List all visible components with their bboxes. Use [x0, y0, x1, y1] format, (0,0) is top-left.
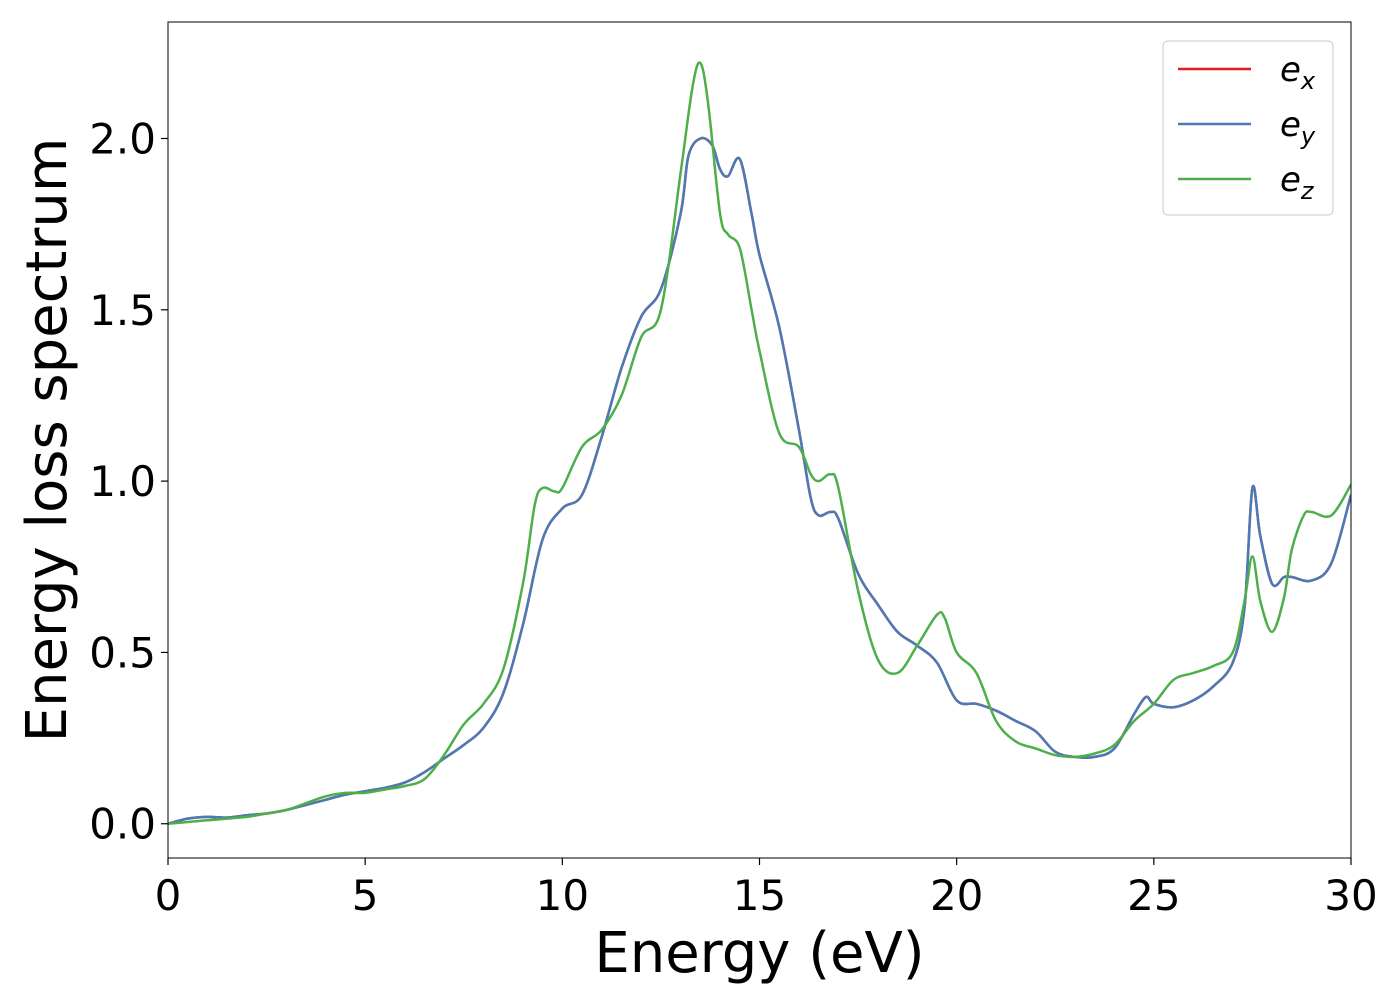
series-layer [168, 61, 1351, 825]
legend-label-e_z: ez [1280, 160, 1315, 205]
legend-box [1162, 40, 1334, 216]
y-axis: 0.0 0.5 1.0 1.5 2.0 [89, 114, 168, 849]
x-tick-label: 10 [536, 871, 589, 920]
x-tick-label: 5 [352, 871, 379, 920]
series-line-e_y [168, 136, 1351, 825]
y-tick-label: 1.5 [89, 286, 156, 335]
y-tick-label: 0.0 [89, 800, 156, 849]
x-tick-label: 20 [930, 871, 983, 920]
x-tick-label: 15 [733, 871, 786, 920]
x-axis: 0 5 10 15 20 25 30 [155, 858, 1378, 920]
series-line-e_x [168, 136, 1351, 825]
legend-label-e_x: ex [1280, 50, 1316, 95]
x-tick-label: 30 [1324, 871, 1377, 920]
y-tick-label: 1.0 [89, 457, 156, 506]
series-line-e_z [168, 61, 1351, 825]
x-axis-label: Energy (eV) [594, 921, 924, 986]
y-axis-label: Energy loss spectrum [15, 138, 80, 743]
y-tick-label: 0.5 [89, 628, 156, 677]
legend: ex ey ez [1162, 40, 1334, 216]
legend-label-e_y: ey [1280, 105, 1316, 150]
x-tick-label: 25 [1127, 871, 1180, 920]
x-tick-label: 0 [155, 871, 182, 920]
y-tick-label: 2.0 [89, 114, 156, 163]
